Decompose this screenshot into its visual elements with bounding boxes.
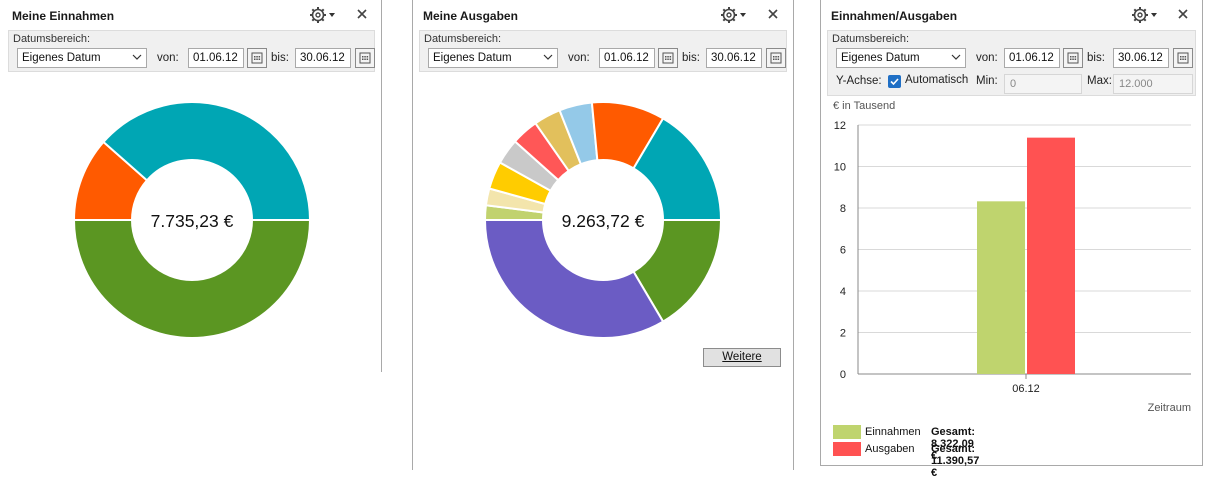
bar-einnahmen[interactable] [977,201,1025,374]
calendar-icon[interactable] [766,48,786,68]
date-range-group: Datumsbereich: Eigenes Datum von: 01.06.… [827,30,1196,96]
legend-total: Gesamt: 8.322,09 € [931,426,976,462]
yaxis-label: Y-Achse: [836,75,882,87]
auto-checkbox[interactable] [888,75,901,88]
panel-title: Meine Ausgaben [423,9,518,23]
income-expense-panel: Einnahmen/Ausgaben Datumsbereich: Eigene… [820,0,1203,479]
donut-slice[interactable] [102,101,312,221]
more-button[interactable]: Weitere [703,348,781,367]
chevron-down-icon [132,52,142,65]
date-range-label: Datumsbereich: [424,33,502,45]
x-axis-title: Zeitraum [1148,402,1191,414]
y-tick-label: 10 [834,162,846,174]
x-tick-label: 06.12 [1012,383,1040,395]
calendar-icon[interactable] [1173,48,1193,68]
range-select-value: Eigenes Datum [22,52,101,64]
min-input[interactable]: 0 [1004,74,1082,94]
range-select[interactable]: Eigenes Datum [836,48,966,68]
y-tick-label: 2 [840,328,846,340]
to-label: bis: [682,52,700,64]
from-date-input[interactable]: 01.06.12 [1004,48,1060,68]
range-select-value: Eigenes Datum [433,52,512,64]
legend-total: Gesamt: 11.390,57 € [931,443,980,479]
y-tick-label: 0 [840,369,846,381]
income-donut-chart [72,101,312,339]
to-date-input[interactable]: 30.06.12 [706,48,762,68]
auto-label: Automatisch [905,74,969,86]
to-label: bis: [1087,52,1105,64]
date-range-group: Datumsbereich: Eigenes Datum von: 01.06.… [8,30,375,72]
y-tick-label: 12 [834,120,846,132]
from-label: von: [157,52,179,64]
checkmark-icon [890,78,899,86]
close-icon[interactable] [1175,6,1191,22]
gear-icon[interactable] [719,5,747,25]
panel-header: Einnahmen/Ausgaben [821,0,1202,30]
date-range-label: Datumsbereich: [832,33,910,45]
donut-slice[interactable] [632,117,723,221]
max-input[interactable]: 12.000 [1113,74,1193,94]
donut-slice[interactable] [72,219,312,339]
chevron-down-icon [543,52,553,65]
from-date-input[interactable]: 01.06.12 [599,48,655,68]
panel-header: Meine Ausgaben [413,0,793,30]
range-select-value: Eigenes Datum [841,52,920,64]
expense-total: 9.263,72 € [561,211,645,231]
panel-title: Einnahmen/Ausgaben [831,9,958,23]
legend-label: Ausgaben [865,443,915,455]
panel-header: Meine Einnahmen [2,0,381,30]
calendar-icon[interactable] [247,48,267,68]
income-total: 7.735,23 € [150,211,234,231]
from-label: von: [976,52,998,64]
chevron-down-icon [951,52,961,65]
unit-label: € in Tausend [833,100,896,112]
more-button-label: Weitere [722,351,762,363]
date-range-label: Datumsbereich: [13,33,91,45]
max-label: Max: [1087,75,1112,87]
bar-ausgaben[interactable] [1027,137,1075,374]
y-tick-label: 6 [840,245,846,257]
min-label: Min: [976,75,998,87]
income-expense-bar-chart: 0 2 4 6 8 10 12 06.12 Zeitraum [834,120,1191,414]
range-select[interactable]: Eigenes Datum [428,48,558,68]
legend-label: Einnahmen [865,426,921,438]
gear-icon[interactable] [1130,5,1158,25]
to-date-input[interactable]: 30.06.12 [295,48,351,68]
close-icon[interactable] [765,6,781,22]
from-label: von: [568,52,590,64]
expense-panel: Meine Ausgaben Datumsbereich: Eigenes Da… [412,0,794,470]
date-range-group: Datumsbereich: Eigenes Datum von: 01.06.… [419,30,787,72]
to-date-input[interactable]: 30.06.12 [1113,48,1169,68]
calendar-icon[interactable] [355,48,375,68]
income-panel: Meine Einnahmen Datumsbereich: Eigenes D… [2,0,382,372]
range-select[interactable]: Eigenes Datum [17,48,147,68]
expense-donut-chart [483,101,723,339]
gear-icon[interactable] [308,5,336,25]
panel-title: Meine Einnahmen [12,9,115,23]
y-tick-label: 8 [840,203,846,215]
close-icon[interactable] [354,6,370,22]
legend-swatch [833,425,861,439]
donut-slice[interactable] [483,219,665,339]
calendar-icon[interactable] [658,48,678,68]
calendar-icon[interactable] [1063,48,1083,68]
legend-swatch [833,442,861,456]
y-tick-label: 4 [840,286,846,298]
to-label: bis: [271,52,289,64]
from-date-input[interactable]: 01.06.12 [188,48,244,68]
